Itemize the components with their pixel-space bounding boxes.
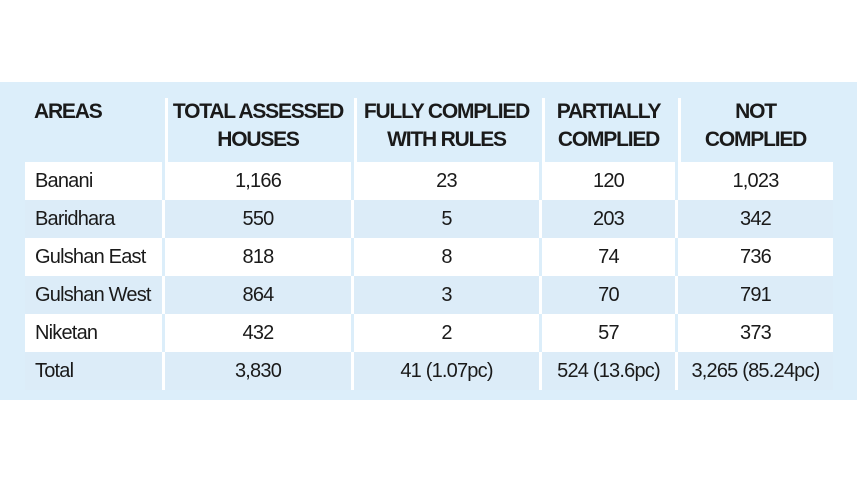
value-cell: 432 [165, 314, 351, 352]
area-name-cell: Baridhara [25, 200, 162, 238]
area-name-cell: Gulshan East [25, 238, 162, 276]
column-header: AREAS [25, 98, 162, 162]
column-header: PARTIALLY COMPLIED [542, 98, 675, 162]
value-cell: 70 [542, 276, 675, 314]
column-header-line: NOT [735, 100, 777, 123]
column-header: NOT COMPLIED [678, 98, 833, 162]
value-cell: 342 [678, 200, 833, 238]
total-row: Total 3,830 41 (1.07pc) 524 (13.6pc) 3,265 (… [25, 352, 833, 390]
table-panel: AREAS TOTAL ASSESSED HOUSES FULLY COMPLIED W… [0, 82, 857, 400]
table-row: Niketan 432 2 57 373 [25, 314, 833, 352]
value-cell: 1,166 [165, 162, 351, 200]
value-cell: 791 [678, 276, 833, 314]
column-header-line: TOTAL ASSESSED [172, 100, 344, 123]
value-cell: 818 [165, 238, 351, 276]
value-cell: 41 (1.07pc) [354, 352, 539, 390]
value-cell: 2 [354, 314, 539, 352]
value-cell: 3,265 (85.24pc) [678, 352, 833, 390]
value-cell: 57 [542, 314, 675, 352]
column-header: TOTAL ASSESSED HOUSES [165, 98, 351, 162]
table-row: Gulshan East 818 8 74 736 [25, 238, 833, 276]
value-cell: 864 [165, 276, 351, 314]
value-cell: 3,830 [165, 352, 351, 390]
value-cell: 203 [542, 200, 675, 238]
area-name-cell: Gulshan West [25, 276, 162, 314]
table-row: Baridhara 550 5 203 342 [25, 200, 833, 238]
value-cell: 736 [678, 238, 833, 276]
column-header-line: COMPLIED [557, 128, 660, 151]
column-header-line: HOUSES [217, 128, 300, 151]
compliance-table: AREAS TOTAL ASSESSED HOUSES FULLY COMPLIED W… [22, 98, 836, 390]
value-cell: 373 [678, 314, 833, 352]
column-header-line: FULLY COMPLIED [363, 100, 530, 123]
column-header: FULLY COMPLIED WITH RULES [354, 98, 539, 162]
area-name-cell: Niketan [25, 314, 162, 352]
area-name-cell: Total [25, 352, 162, 390]
value-cell: 3 [354, 276, 539, 314]
area-name-cell: Banani [25, 162, 162, 200]
value-cell: 550 [165, 200, 351, 238]
header-row: AREAS TOTAL ASSESSED HOUSES FULLY COMPLIED W… [25, 98, 833, 162]
value-cell: 524 (13.6pc) [542, 352, 675, 390]
table-row: Gulshan West 864 3 70 791 [25, 276, 833, 314]
value-cell: 120 [542, 162, 675, 200]
column-header-line: AREAS [34, 100, 103, 123]
table-row: Banani 1,166 23 120 1,023 [25, 162, 833, 200]
value-cell: 5 [354, 200, 539, 238]
value-cell: 8 [354, 238, 539, 276]
value-cell: 1,023 [678, 162, 833, 200]
value-cell: 74 [542, 238, 675, 276]
column-header-line: COMPLIED [704, 128, 807, 151]
value-cell: 23 [354, 162, 539, 200]
column-header-line: WITH RULES [387, 128, 507, 151]
column-header-line: PARTIALLY [556, 100, 662, 123]
